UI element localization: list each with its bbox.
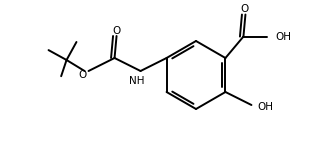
Text: OH: OH — [257, 102, 273, 112]
Text: OH: OH — [275, 32, 291, 42]
Text: O: O — [241, 4, 249, 14]
Text: O: O — [79, 70, 87, 80]
Text: NH: NH — [129, 76, 144, 86]
Text: O: O — [112, 25, 120, 35]
